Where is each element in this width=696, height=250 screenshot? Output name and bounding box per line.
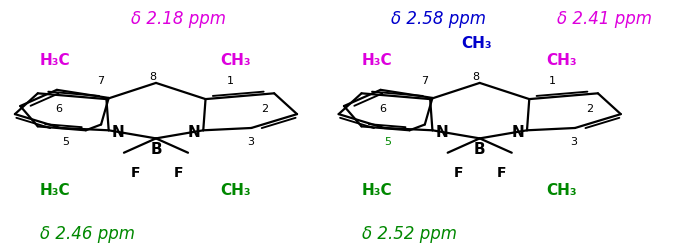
Text: 5: 5 [384,137,391,147]
Text: 8: 8 [149,72,156,82]
Text: 2: 2 [585,104,593,114]
Text: 7: 7 [420,76,428,86]
Text: 3: 3 [570,137,577,147]
Text: 2: 2 [261,104,269,114]
Text: CH₃: CH₃ [546,53,577,68]
Text: CH₃: CH₃ [221,53,251,68]
Text: δ 2.52 ppm: δ 2.52 ppm [362,225,457,243]
Text: δ 2.46 ppm: δ 2.46 ppm [40,225,134,243]
Text: H₃C: H₃C [362,53,393,68]
Text: B: B [150,142,161,157]
Text: F: F [497,166,507,180]
Text: 7: 7 [97,76,104,86]
Text: B: B [474,142,486,157]
Text: CH₃: CH₃ [546,183,577,198]
Text: 8: 8 [473,72,480,82]
Text: N: N [111,126,124,140]
Text: CH₃: CH₃ [461,36,491,51]
Text: N: N [188,126,200,140]
Text: 1: 1 [549,76,556,86]
Text: CH₃: CH₃ [221,183,251,198]
Text: H₃C: H₃C [362,183,393,198]
Text: 6: 6 [56,104,63,114]
Text: 6: 6 [379,104,386,114]
Text: F: F [130,166,140,180]
Text: 5: 5 [63,137,70,147]
Text: N: N [512,126,524,140]
Text: F: F [454,166,464,180]
Text: H₃C: H₃C [40,53,70,68]
Text: 3: 3 [248,137,255,147]
Text: δ 2.18 ppm: δ 2.18 ppm [131,10,226,28]
Text: N: N [435,126,448,140]
Text: δ 2.41 ppm: δ 2.41 ppm [557,10,652,28]
Text: F: F [173,166,183,180]
Text: 1: 1 [227,76,234,86]
Text: H₃C: H₃C [40,183,70,198]
Text: δ 2.58 ppm: δ 2.58 ppm [390,10,486,28]
